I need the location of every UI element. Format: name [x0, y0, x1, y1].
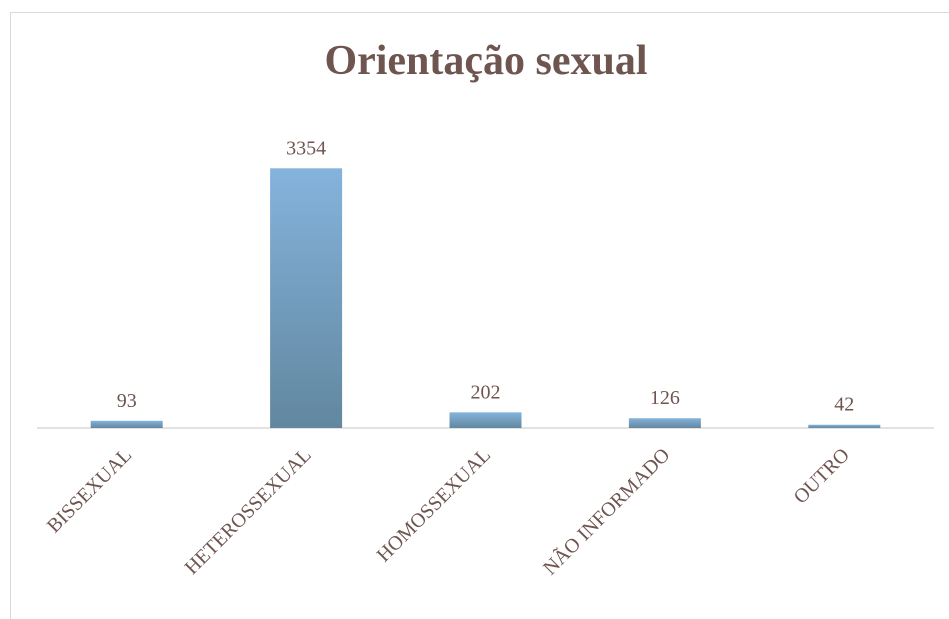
bar — [270, 168, 343, 428]
chart-frame — [10, 12, 949, 619]
data-label: 93 — [117, 390, 137, 412]
bar — [90, 420, 163, 428]
data-label: 126 — [650, 387, 680, 409]
bar — [628, 418, 701, 428]
bar — [808, 424, 881, 428]
data-label: 202 — [471, 381, 501, 403]
chart-title: Orientação sexual — [324, 38, 647, 84]
data-label: 42 — [834, 394, 854, 416]
data-label: 3354 — [286, 137, 326, 159]
bar — [449, 412, 522, 428]
